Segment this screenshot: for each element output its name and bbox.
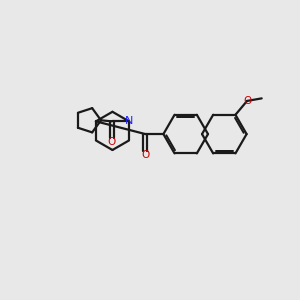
- Text: O: O: [107, 137, 116, 147]
- Text: N: N: [125, 116, 133, 126]
- Text: O: O: [243, 96, 251, 106]
- Text: O: O: [141, 150, 149, 160]
